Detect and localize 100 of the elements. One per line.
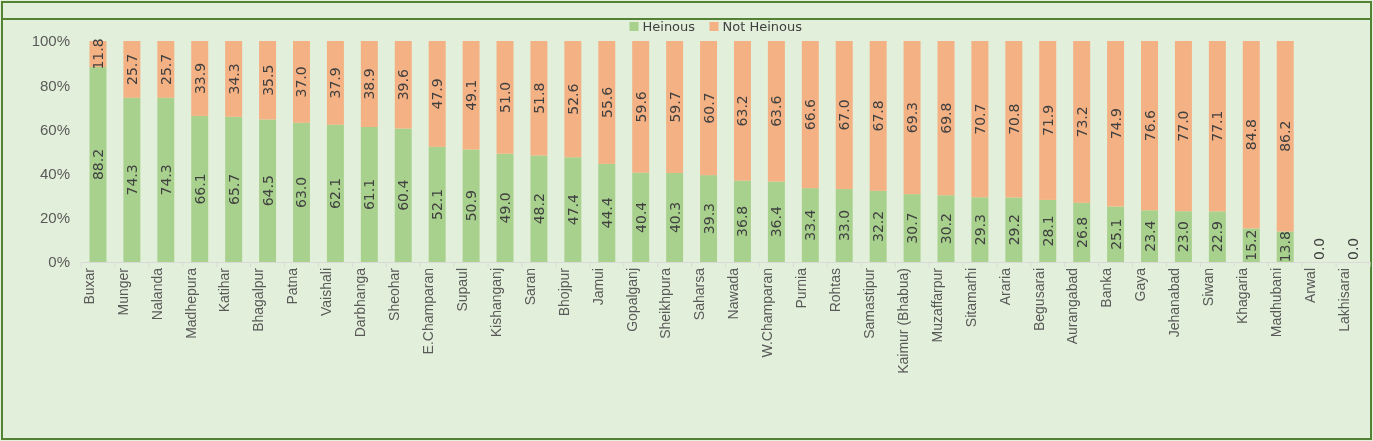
x-tick-label: Supaul [453, 268, 470, 312]
bar [462, 41, 480, 150]
data-label: 40.3 [666, 201, 683, 234]
bar [632, 172, 650, 262]
data-label: 47.4 [564, 193, 581, 226]
data-label: 62.1 [327, 177, 344, 209]
data-label: 55.6 [598, 86, 615, 119]
legend-label: Heinous [642, 19, 696, 34]
bar [666, 41, 684, 173]
data-label: 71.9 [1039, 104, 1056, 137]
y-tick-label: 60% [39, 120, 70, 138]
data-label: 36.8 [734, 205, 751, 237]
legend-label: Not Heinous [722, 19, 803, 34]
x-tick-label: E.Champaran [419, 268, 436, 355]
x-tick-label: Aurangabad [1064, 268, 1081, 345]
bar [326, 41, 344, 125]
x-tick-label: Kaimur (Bhabua) [894, 268, 911, 374]
bar [733, 41, 751, 181]
y-tick-label: 100% [31, 32, 70, 50]
bar [598, 163, 616, 262]
data-label: 44.4 [598, 197, 615, 229]
x-tick-label: Gopalganj [623, 268, 640, 332]
data-label: 32.2 [870, 210, 887, 242]
bar [1276, 41, 1294, 232]
bar [89, 67, 107, 262]
bar [428, 146, 446, 262]
data-label: 28.1 [1039, 215, 1056, 247]
x-tick-label: Jehanabad [1166, 268, 1183, 338]
data-label: 59.6 [632, 91, 649, 123]
y-tick-label: 40% [39, 164, 70, 182]
data-label: 25.7 [157, 53, 174, 85]
x-tick-label: Banka [1098, 267, 1115, 308]
bar [632, 41, 650, 173]
data-label: 63.6 [768, 95, 785, 127]
data-label: 51.8 [530, 82, 547, 114]
data-label: 63.2 [734, 95, 751, 127]
data-label: 25.7 [123, 53, 140, 85]
bar [1039, 41, 1057, 200]
x-tick-label: Sheikhpura [657, 267, 674, 339]
data-label: 29.3 [971, 214, 988, 246]
x-tick-label: Sitamarhi [962, 268, 979, 328]
x-tick-label: Jamui [589, 268, 606, 306]
bar [666, 172, 684, 262]
data-label: 86.2 [1277, 120, 1294, 152]
x-tick-label: Vaishali [318, 268, 335, 316]
data-label: 61.1 [361, 178, 378, 211]
bar [360, 126, 378, 262]
data-label: 22.9 [1209, 221, 1226, 253]
bar [835, 41, 853, 190]
x-tick-label: Madhepura [182, 267, 199, 339]
x-tick-label: Sheohar [386, 267, 403, 321]
data-label: 49.0 [497, 192, 514, 224]
data-label: 88.2 [89, 148, 106, 181]
x-tick-label: Muzaffarpur [928, 267, 945, 343]
bar [869, 41, 887, 191]
bar [123, 97, 141, 262]
bar [1141, 41, 1158, 211]
data-label: 67.0 [836, 99, 853, 131]
bar [394, 128, 412, 262]
bar [225, 116, 243, 262]
data-label: 30.2 [937, 213, 954, 245]
bar [530, 155, 548, 262]
x-tick-label: Lakhisarai [1335, 268, 1352, 332]
data-label: 26.8 [1073, 216, 1090, 248]
bar [259, 119, 277, 262]
data-label: 49.1 [463, 79, 480, 111]
data-label: 15.2 [1243, 229, 1260, 261]
data-label: 39.6 [395, 69, 412, 101]
bar [1005, 41, 1023, 198]
data-label: 52.1 [429, 188, 446, 221]
data-label: 69.3 [904, 101, 921, 134]
x-tick-label: Saran [521, 268, 538, 306]
x-tick-label: Bhojpur [555, 267, 572, 317]
data-label: 76.6 [1141, 109, 1158, 142]
data-label: 84.8 [1243, 119, 1260, 151]
x-tick-label: Nalanda [148, 267, 165, 321]
bar [700, 41, 718, 176]
bar [1107, 41, 1125, 207]
bar [462, 149, 480, 262]
bar [428, 41, 446, 147]
data-label: 48.2 [530, 193, 547, 225]
data-label: 38.9 [361, 68, 378, 100]
data-label: 36.4 [768, 206, 785, 238]
data-label: 51.0 [497, 81, 514, 113]
data-label: 73.2 [1073, 106, 1090, 138]
data-label: 60.4 [395, 179, 412, 211]
data-label: 30.7 [904, 212, 921, 244]
data-label: 63.0 [293, 176, 310, 208]
bar [564, 157, 582, 262]
bar [293, 122, 310, 262]
data-label: 74.9 [1107, 108, 1124, 140]
data-label: 13.8 [1277, 231, 1294, 263]
data-label: 11.8 [89, 38, 106, 70]
data-label: 37.0 [293, 66, 310, 98]
data-label: 77.0 [1175, 110, 1192, 142]
data-label: 70.8 [1005, 103, 1022, 135]
data-label: 69.8 [937, 102, 954, 134]
data-label: 0.0 [1345, 237, 1362, 260]
x-tick-label: Darbhanga [352, 267, 369, 338]
x-tick-label: Patna [284, 267, 301, 305]
